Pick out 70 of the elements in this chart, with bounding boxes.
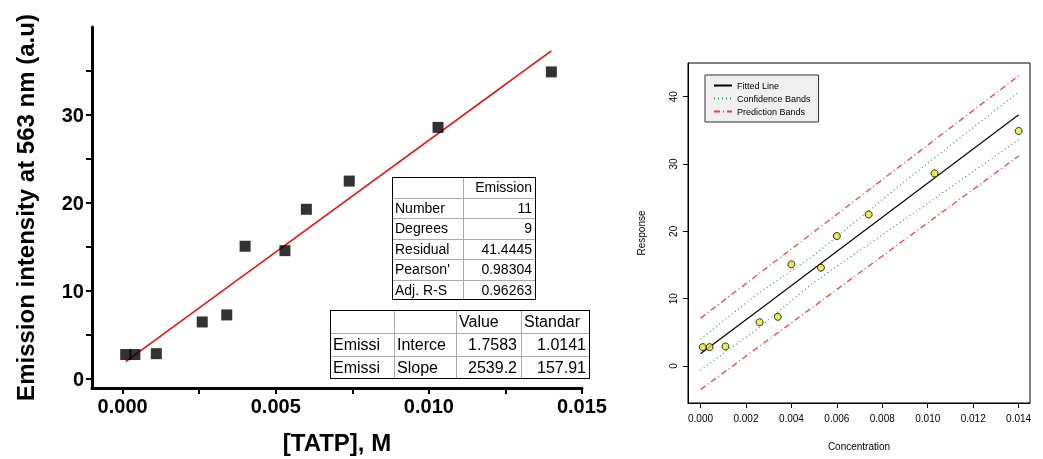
y-tick-label: 40: [667, 90, 679, 103]
y-tick-label: 20: [61, 192, 84, 215]
annotation: 41.4445: [481, 240, 533, 257]
annotation: Slope: [397, 359, 439, 376]
point: [930, 169, 939, 178]
point: [1014, 127, 1023, 135]
y-tick-label: 0: [72, 368, 84, 391]
x-tick-label: 0.015: [556, 395, 608, 417]
annotation: Number: [395, 199, 446, 216]
annotation: 1.0141: [537, 336, 587, 353]
y-tick-label: 20: [667, 225, 679, 237]
point: [787, 260, 796, 269]
annotation: 9: [524, 220, 533, 237]
point: [545, 66, 557, 78]
annotation: Pearson': [395, 261, 450, 278]
annotation: Value: [459, 313, 499, 330]
x-tick-label: 0.010: [403, 395, 454, 417]
annotation: 0.98304: [481, 261, 533, 278]
y-tick-label: 10: [61, 280, 84, 303]
annotation: 11: [517, 199, 533, 216]
annotation: 157.91: [537, 359, 587, 376]
point: [721, 342, 730, 351]
x-tick-label: 0.005: [250, 395, 301, 417]
x-tick-label: 0.006: [824, 412, 850, 424]
legend-label: Prediction Bands: [737, 106, 806, 117]
point: [816, 263, 825, 272]
annotation: Emissi: [333, 359, 381, 376]
y-tick-label: 10: [667, 292, 679, 305]
x-tick-label: 0.004: [778, 412, 805, 424]
annotation: Residual: [395, 240, 450, 257]
point: [239, 240, 251, 252]
legend-label: Fitted Line: [737, 80, 780, 91]
y-tick-label: 0: [667, 362, 679, 369]
x-axis-title: [TATP], M: [282, 428, 392, 456]
point: [755, 318, 764, 327]
annotation: Emission: [475, 179, 532, 196]
x-tick-label: 0.014: [1006, 412, 1032, 424]
y-axis-title: Response: [635, 210, 647, 256]
point: [705, 343, 714, 352]
y-tick-label: 30: [667, 157, 679, 170]
legend-label: Confidence Bands: [737, 93, 812, 104]
point: [832, 232, 841, 241]
point: [129, 349, 141, 361]
annotation: Emissi: [333, 336, 381, 353]
x-tick-label: 0.000: [687, 412, 714, 424]
x-axis-title: Concentration: [827, 440, 891, 452]
point: [773, 312, 782, 321]
y-axis-title: Emission intensity at 563 nm (a.u): [11, 14, 39, 401]
point: [698, 343, 707, 352]
annotation: 0.96263: [481, 281, 533, 298]
point: [279, 245, 291, 257]
x-tick-label: 0.000: [97, 395, 148, 417]
x-tick-label: 0.012: [960, 412, 987, 424]
point: [150, 348, 162, 360]
annotation: Degrees: [395, 220, 448, 237]
y-tick-label: 30: [61, 104, 84, 127]
x-tick-label: 0.010: [915, 412, 941, 424]
annotation: 1.7583: [468, 336, 518, 353]
point: [432, 121, 444, 133]
point: [343, 175, 355, 187]
annotation: Standar: [524, 313, 581, 330]
point: [300, 203, 312, 215]
x-tick-label: 0.008: [869, 412, 896, 424]
point: [196, 316, 208, 328]
annotation: Adj. R-S: [395, 281, 448, 298]
point: [864, 210, 873, 219]
point: [221, 309, 233, 321]
x-tick-label: 0.002: [733, 412, 759, 424]
annotation: 2539.2: [468, 359, 518, 376]
annotation: Interce: [397, 336, 447, 353]
